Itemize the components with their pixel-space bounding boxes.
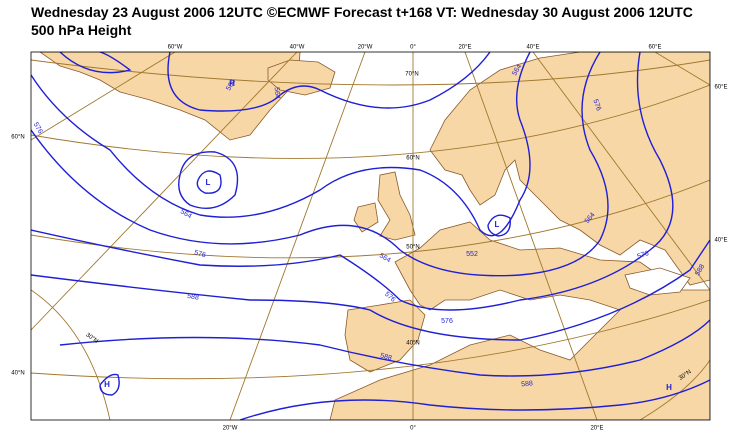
black-sea xyxy=(624,267,691,296)
iceland xyxy=(267,59,336,96)
contour-label: 576 xyxy=(32,121,44,135)
graticule-label: 60°E xyxy=(714,85,727,91)
contour-label: 564 xyxy=(225,78,237,92)
graticule-label: 40°N xyxy=(406,341,419,347)
graticule-label: 60°E xyxy=(648,45,661,51)
contour-label: 564 xyxy=(179,208,193,220)
graticule-label: 60°W xyxy=(168,45,183,51)
contours xyxy=(31,52,710,420)
graticule-label: 60°N xyxy=(406,156,419,162)
contour-label: 588 xyxy=(379,352,392,362)
map-title: Wednesday 23 August 2006 12UTC ©ECMWF Fo… xyxy=(31,4,693,20)
pressure-center: L xyxy=(206,178,211,187)
graticule-label: 20°W xyxy=(358,45,373,51)
graticule-label: 20°E xyxy=(590,426,603,432)
graticule-label: 40°W xyxy=(290,45,305,51)
graticule-label: 0° xyxy=(410,45,416,51)
iberia xyxy=(344,299,426,373)
map-subtitle: 500 hPa Height xyxy=(31,22,132,38)
graticule-label: 20°E xyxy=(458,45,471,51)
map-body xyxy=(31,52,710,420)
graticule-label: 20°W xyxy=(223,426,238,432)
contour-label: 564 xyxy=(273,87,281,99)
graticule-label: 40°E xyxy=(526,45,539,51)
contour-label: 564 xyxy=(511,63,523,77)
contour-label: 576 xyxy=(193,249,206,259)
contour-label: 588 xyxy=(694,263,706,277)
graticule-label: 40°E xyxy=(714,238,727,244)
great-britain xyxy=(377,171,416,241)
contour-label: 588 xyxy=(521,380,533,388)
graticule-label: 60°N xyxy=(11,135,24,141)
pressure-center: H xyxy=(104,380,110,389)
pressure-center: L xyxy=(495,220,500,229)
pressure-center: H xyxy=(666,383,672,392)
contour-label: 576 xyxy=(591,98,602,111)
graticule-label: 70°N xyxy=(405,72,418,78)
map-frame xyxy=(30,51,711,421)
graticule-label: 40°N xyxy=(11,371,24,377)
contour-label: 552 xyxy=(466,251,478,258)
ireland xyxy=(353,202,379,233)
europe xyxy=(329,221,710,420)
pressure-center: H xyxy=(229,79,235,88)
contour-label: 564 xyxy=(378,252,392,264)
contour-label: 576 xyxy=(636,250,649,261)
contour-label: 588 xyxy=(187,293,200,302)
contour-label: 576 xyxy=(441,318,453,325)
graticule-label: 50°N xyxy=(406,245,419,251)
graticule-label: 0° xyxy=(410,426,416,432)
